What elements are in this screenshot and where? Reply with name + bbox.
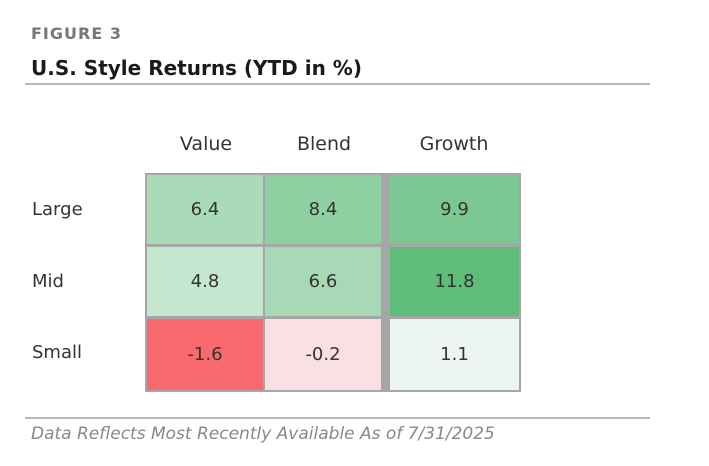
column-header-blend: Blend [296, 133, 352, 155]
top-divider [25, 83, 650, 85]
row-header-large: Large [32, 199, 83, 220]
column-header-value: Value [179, 133, 233, 155]
cell-mid-growth: 11.8 [390, 247, 519, 316]
cell-large-blend: 8.4 [265, 175, 381, 244]
figure-label: FIGURE 3 [31, 24, 122, 43]
cell-small-blend: -0.2 [265, 319, 381, 390]
row-header-small: Small [32, 342, 82, 363]
cell-mid-value: 4.8 [147, 247, 263, 316]
cell-small-value: -1.6 [147, 319, 263, 390]
row-header-mid: Mid [32, 271, 64, 292]
bottom-divider [25, 417, 650, 419]
cell-mid-blend: 6.6 [265, 247, 381, 316]
cell-large-value: 6.4 [147, 175, 263, 244]
cell-small-growth: 1.1 [390, 319, 519, 390]
style-returns-heatmap: 6.4 8.4 9.9 4.8 6.6 11.8 -1.6 -0.2 1.1 [145, 173, 521, 392]
data-footnote: Data Reflects Most Recently Available As… [31, 424, 495, 444]
cell-large-growth: 9.9 [390, 175, 519, 244]
chart-title: U.S. Style Returns (YTD in %) [31, 56, 362, 80]
column-header-growth: Growth [419, 133, 489, 155]
